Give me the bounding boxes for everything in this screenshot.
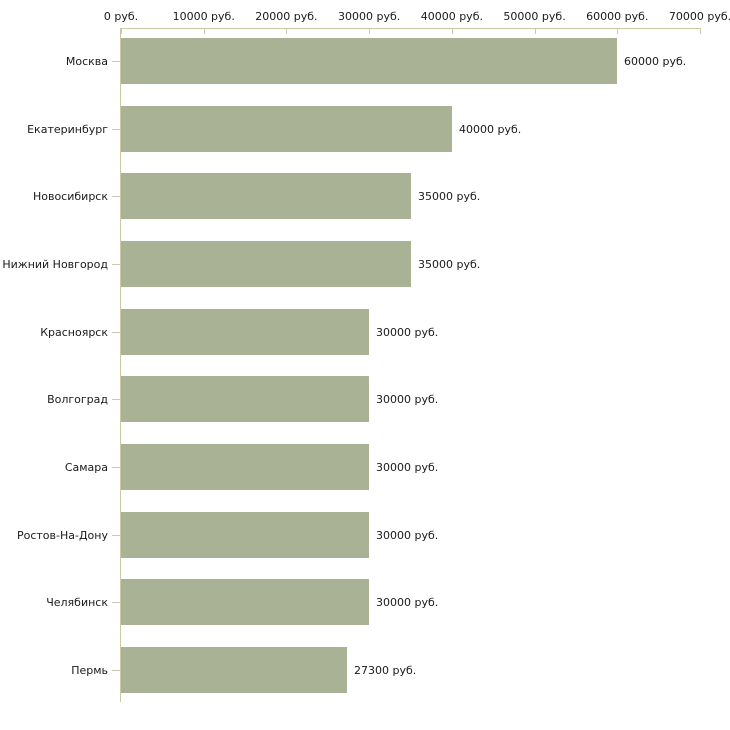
- bar: [121, 512, 370, 558]
- category-tick: [112, 196, 120, 197]
- category-label: Красноярск: [40, 326, 108, 339]
- x-axis-tick: [617, 29, 619, 34]
- value-label: 40000 руб.: [459, 123, 522, 136]
- value-label: 35000 руб.: [418, 190, 481, 203]
- x-axis-tick-label: 0 руб.: [103, 10, 139, 23]
- x-axis-tick: [203, 29, 205, 34]
- category-tick: [112, 467, 120, 468]
- value-label: 30000 руб.: [376, 326, 439, 339]
- category-label: Ростов-На-Дону: [16, 529, 108, 542]
- category-tick: [112, 264, 120, 265]
- bar: [121, 579, 370, 625]
- category-tick: [112, 399, 120, 400]
- x-axis-tick-label: 70000 руб.: [668, 10, 730, 23]
- category-label: Москва: [65, 55, 108, 68]
- value-label: 30000 руб.: [376, 393, 439, 406]
- x-axis-tick: [369, 29, 371, 34]
- category-tick: [112, 332, 120, 333]
- category-tick: [112, 129, 120, 130]
- bar: [121, 444, 370, 490]
- x-axis-tick-label: 50000 руб.: [503, 10, 566, 23]
- category-label: Волгоград: [47, 393, 108, 406]
- category-label: Нижний Новгород: [2, 258, 108, 271]
- x-axis-tick-label: 30000 руб.: [338, 10, 401, 23]
- value-label: 30000 руб.: [376, 529, 439, 542]
- category-label: Новосибирск: [32, 190, 108, 203]
- value-label: 27300 руб.: [354, 664, 417, 677]
- x-axis-tick: [121, 29, 122, 34]
- value-label: 30000 руб.: [376, 596, 439, 609]
- category-label: Самара: [64, 461, 108, 474]
- x-axis-tick: [534, 29, 536, 34]
- category-label: Пермь: [71, 664, 108, 677]
- bar: [121, 309, 370, 355]
- x-axis-tick: [286, 29, 288, 34]
- bar: [121, 38, 618, 84]
- y-axis-line: [120, 28, 121, 702]
- x-axis-tick-label: 40000 руб.: [420, 10, 483, 23]
- x-axis-tick: [700, 29, 701, 34]
- x-axis-tick-label: 10000 руб.: [172, 10, 235, 23]
- x-axis-tick-label: 60000 руб.: [586, 10, 649, 23]
- category-tick: [112, 61, 120, 62]
- category-label: Екатеринбург: [27, 123, 108, 136]
- bar: [121, 173, 411, 219]
- category-tick: [112, 670, 120, 671]
- x-axis-line: [121, 28, 701, 29]
- category-label: Челябинск: [46, 596, 108, 609]
- value-label: 35000 руб.: [418, 258, 481, 271]
- x-axis-tick: [451, 29, 453, 34]
- value-label: 30000 руб.: [376, 461, 439, 474]
- bar: [121, 647, 347, 693]
- category-tick: [112, 602, 120, 603]
- value-label: 60000 руб.: [624, 55, 687, 68]
- bar: [121, 376, 370, 422]
- x-axis-tick-label: 20000 руб.: [255, 10, 318, 23]
- bar: [121, 106, 452, 152]
- bar: [121, 241, 411, 287]
- category-tick: [112, 535, 120, 536]
